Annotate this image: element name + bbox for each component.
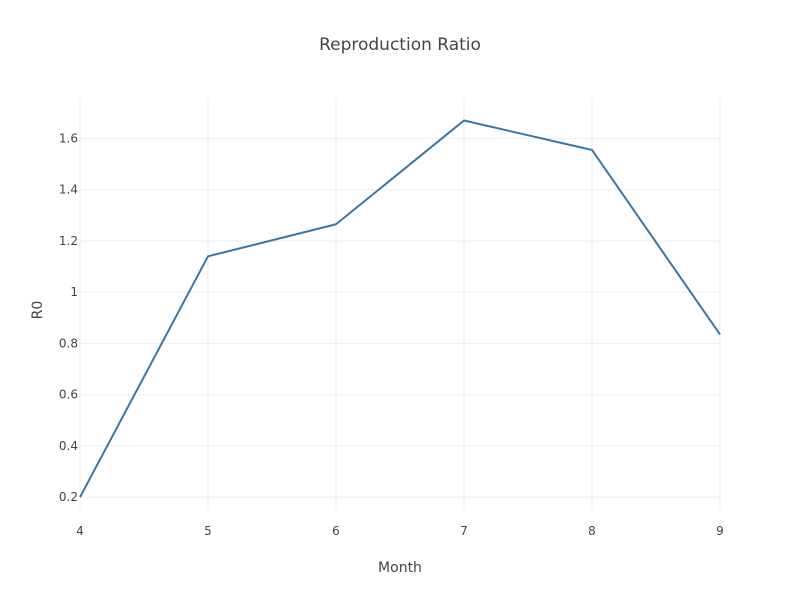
x-tick-label: 7 bbox=[460, 524, 468, 538]
x-tick-label: 6 bbox=[332, 524, 340, 538]
x-tick-label: 5 bbox=[204, 524, 212, 538]
x-axis-title: Month bbox=[378, 560, 422, 576]
y-tick-label: 1.6 bbox=[59, 131, 78, 145]
x-tick-label: 8 bbox=[588, 524, 596, 538]
y-tick-label: 1.2 bbox=[59, 234, 78, 248]
x-tick-label: 4 bbox=[76, 524, 84, 538]
x-tick-label: 9 bbox=[716, 524, 724, 538]
y-tick-label: 1.4 bbox=[59, 183, 78, 197]
y-axis-title: R0 bbox=[30, 301, 46, 320]
gridlines bbox=[79, 100, 721, 510]
y-tick-label: 0.4 bbox=[59, 439, 78, 453]
series-layer bbox=[79, 119, 721, 498]
x-axis-ticks: 4 5 6 7 8 9 bbox=[76, 524, 724, 538]
y-tick-label: 0.2 bbox=[59, 490, 78, 504]
series-line bbox=[79, 119, 721, 498]
chart-title: Reproduction Ratio bbox=[319, 35, 481, 55]
y-tick-label: 0.6 bbox=[59, 388, 78, 402]
y-axis-ticks: 0.2 0.4 0.6 0.8 1 1.2 1.4 1.6 bbox=[59, 131, 78, 504]
y-tick-label: 1 bbox=[70, 285, 78, 299]
y-tick-label: 0.8 bbox=[59, 336, 78, 350]
